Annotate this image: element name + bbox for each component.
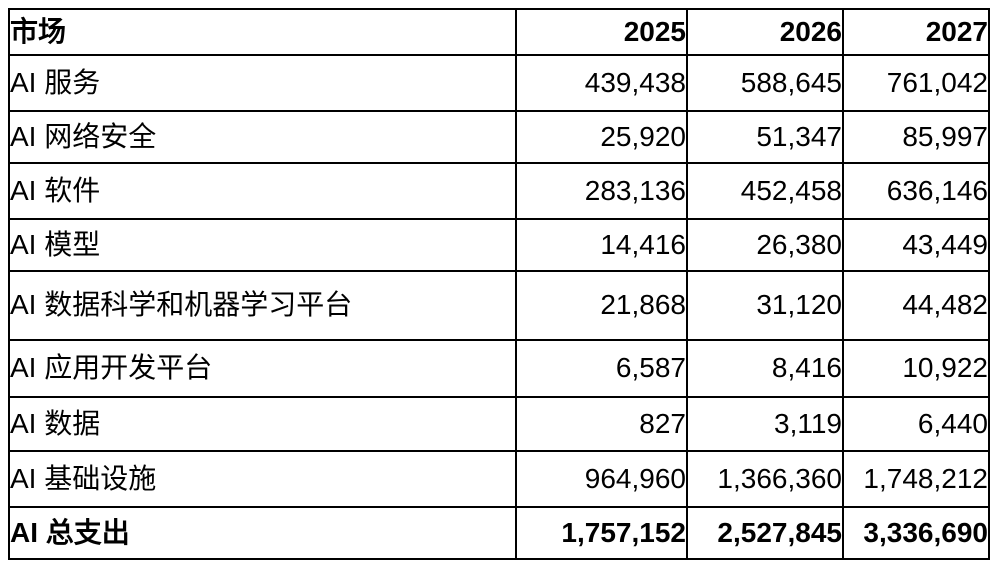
value-cell: 1,366,360 xyxy=(686,450,844,508)
market-cell-total: AI 总支出 xyxy=(8,506,517,560)
value-cell: 43,449 xyxy=(842,218,990,272)
table-row-ai-app-dev-platforms: AI 应用开发平台 6,587 8,416 10,922 xyxy=(8,339,990,398)
value-cell: 31,120 xyxy=(686,270,844,341)
table-row-ai-total-spending: AI 总支出 1,757,152 2,527,845 3,336,690 xyxy=(8,506,990,560)
table-row-ai-infrastructure: AI 基础设施 964,960 1,366,360 1,748,212 xyxy=(8,450,990,508)
value-cell: 85,997 xyxy=(842,110,990,164)
value-cell: 1,748,212 xyxy=(842,450,990,508)
table-row-ai-software: AI 软件 283,136 452,458 636,146 xyxy=(8,162,990,220)
ai-spending-forecast-table: 市场 2025 2026 2027 AI 服务 439,438 588,645 … xyxy=(8,8,990,560)
table-row-ai-models: AI 模型 14,416 26,380 43,449 xyxy=(8,218,990,272)
market-cell: AI 基础设施 xyxy=(8,450,517,508)
value-cell-total: 3,336,690 xyxy=(842,506,990,560)
value-cell: 21,868 xyxy=(515,270,688,341)
column-header-year-2026: 2026 xyxy=(686,8,844,56)
market-cell: AI 应用开发平台 xyxy=(8,339,517,398)
value-cell: 26,380 xyxy=(686,218,844,272)
value-cell: 827 xyxy=(515,396,688,452)
value-cell-total: 1,757,152 xyxy=(515,506,688,560)
table-row-ai-cybersecurity: AI 网络安全 25,920 51,347 85,997 xyxy=(8,110,990,164)
value-cell: 8,416 xyxy=(686,339,844,398)
value-cell: 6,440 xyxy=(842,396,990,452)
value-cell: 761,042 xyxy=(842,54,990,112)
market-cell: AI 模型 xyxy=(8,218,517,272)
column-header-market: 市场 xyxy=(8,8,517,56)
market-cell: AI 数据科学和机器学习平台 xyxy=(8,270,517,341)
value-cell: 14,416 xyxy=(515,218,688,272)
value-cell: 6,587 xyxy=(515,339,688,398)
value-cell: 588,645 xyxy=(686,54,844,112)
value-cell: 452,458 xyxy=(686,162,844,220)
market-cell: AI 软件 xyxy=(8,162,517,220)
value-cell: 636,146 xyxy=(842,162,990,220)
table-row-ai-data-science-ml-platforms: AI 数据科学和机器学习平台 21,868 31,120 44,482 xyxy=(8,270,990,341)
table-row-ai-services: AI 服务 439,438 588,645 761,042 xyxy=(8,54,990,112)
value-cell: 439,438 xyxy=(515,54,688,112)
column-header-year-2025: 2025 xyxy=(515,8,688,56)
header-row: 市场 2025 2026 2027 xyxy=(8,8,990,56)
market-cell: AI 数据 xyxy=(8,396,517,452)
value-cell: 964,960 xyxy=(515,450,688,508)
table-row-ai-data: AI 数据 827 3,119 6,440 xyxy=(8,396,990,452)
value-cell: 44,482 xyxy=(842,270,990,341)
value-cell: 283,136 xyxy=(515,162,688,220)
column-header-year-2027: 2027 xyxy=(842,8,990,56)
market-cell: AI 服务 xyxy=(8,54,517,112)
market-cell: AI 网络安全 xyxy=(8,110,517,164)
value-cell: 25,920 xyxy=(515,110,688,164)
value-cell-total: 2,527,845 xyxy=(686,506,844,560)
value-cell: 51,347 xyxy=(686,110,844,164)
value-cell: 10,922 xyxy=(842,339,990,398)
value-cell: 3,119 xyxy=(686,396,844,452)
